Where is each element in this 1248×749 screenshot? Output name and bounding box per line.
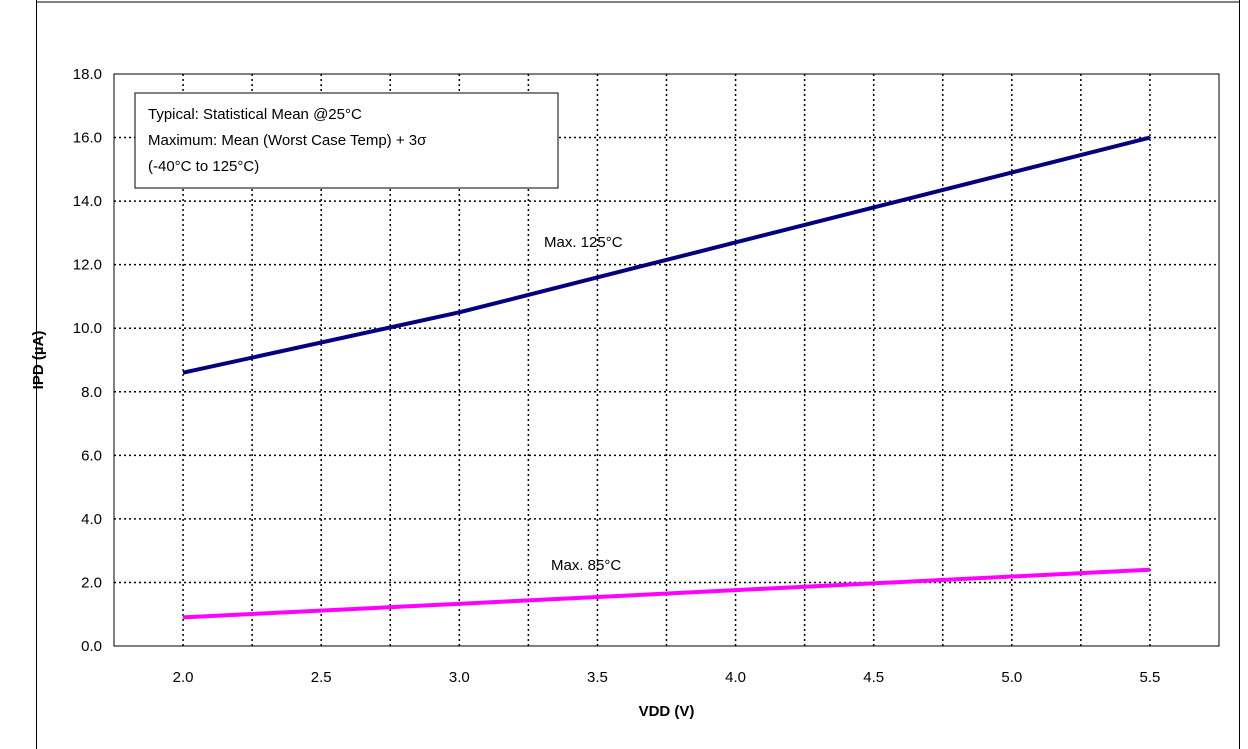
x-tick-label: 5.5 [1140,669,1161,686]
series-label-max-85c: Max. 85°C [551,557,621,574]
y-tick-label: 12.0 [73,257,102,274]
series-line-1 [182,567,1151,620]
y-tick-label: 16.0 [73,130,102,147]
x-tick-label: 3.5 [587,669,608,686]
y-tick-label: 10.0 [73,320,102,337]
y-tick-label: 18.0 [73,66,102,83]
legend-line-3: (-40°C to 125°C) [148,158,259,175]
plot-area [113,73,1220,647]
y-tick-labels: 0.0 2.0 4.0 6.0 8.0 10.0 12.0 14.0 16.0 18.0 [73,66,102,655]
chart-frame [36,0,1240,749]
x-axis-title: VDD (V) [639,703,695,720]
grid [114,74,1219,646]
y-tick-label: 2.0 [81,574,102,591]
y-tick-label: 8.0 [81,384,102,401]
series [182,135,1151,620]
x-tick-label: 4.5 [863,669,884,686]
y-tick-label: 4.0 [81,511,102,528]
y-tick-label: 6.0 [81,447,102,464]
legend-line-2: Maximum: Mean (Worst Case Temp) + 3σ [148,132,427,149]
x-tick-label: 4.0 [725,669,746,686]
x-tick-labels: 2.0 2.5 3.0 3.5 4.0 4.5 5.0 5.5 [173,669,1161,686]
x-tick-label: 3.0 [449,669,470,686]
y-tick-label: 0.0 [81,638,102,655]
legend-line-1: Typical: Statistical Mean @25°C [148,106,362,123]
legend-box [134,92,559,189]
x-tick-label: 2.5 [311,669,332,686]
series-label-max-125c: Max. 125°C [544,234,623,251]
series-line-0 [182,135,1151,375]
y-axis-title: IPD (µA) [30,331,47,390]
x-tick-label: 2.0 [173,669,194,686]
legend: Typical: Statistical Mean @25°C Maximum:… [134,92,559,189]
x-tick-label: 5.0 [1001,669,1022,686]
y-tick-label: 14.0 [73,193,102,210]
